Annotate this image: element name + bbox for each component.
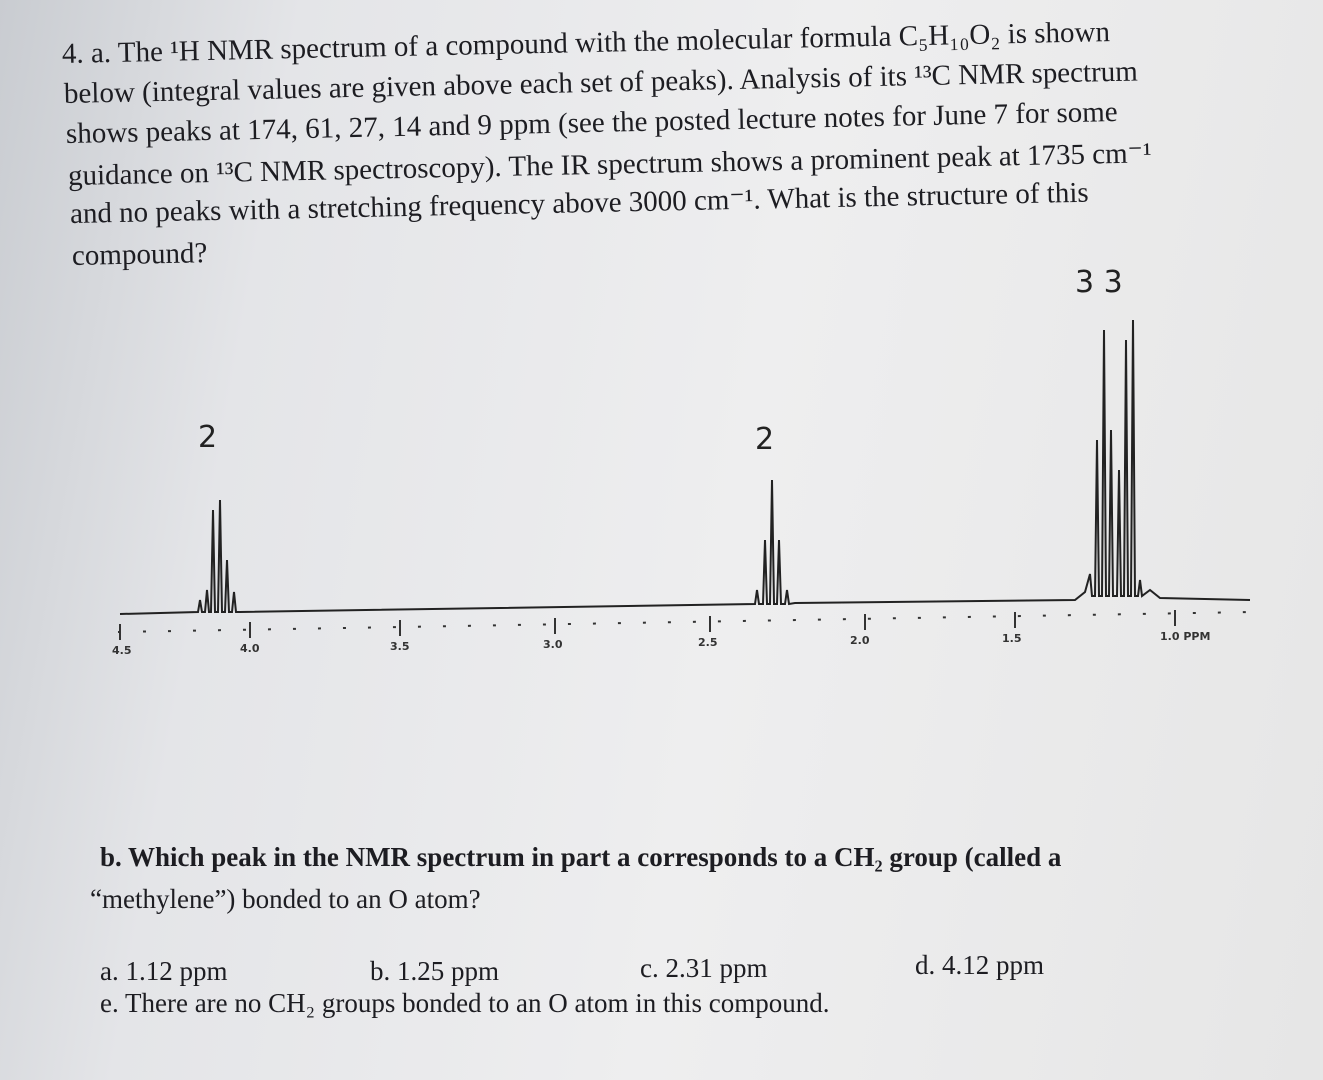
axis-label: 3.0 (543, 638, 563, 651)
axis-label: 1.0 PPM (1160, 630, 1211, 643)
text-line: “methylene”) bonded to an O atom? (90, 884, 481, 914)
axis-label: 1.5 (1002, 632, 1022, 645)
axis-label: 2.0 (850, 634, 870, 647)
option: d. 4.12 ppm (915, 950, 1045, 980)
axis-line (117, 611, 1251, 633)
axis-ticks (119, 610, 1176, 640)
spectrum-trace (119, 319, 1251, 615)
option: e. There are no CH₂ groups bonded to an … (100, 988, 830, 1018)
option: b. 1.25 ppm (370, 956, 500, 986)
option: c. 2.31 ppm (640, 953, 768, 983)
option: a. 1.12 ppm (100, 956, 228, 986)
integral-label: 3 3 (1075, 265, 1123, 300)
axis-label: 3.5 (390, 640, 410, 653)
integral-label: 2 (198, 420, 218, 455)
integral-label: 2 (755, 422, 775, 457)
axis-label: 4.0 (240, 642, 260, 655)
axis-label: 2.5 (698, 636, 718, 649)
axis-label: 4.5 (112, 644, 132, 657)
text-line: b. Which peak in the NMR spectrum in par… (100, 842, 1062, 872)
